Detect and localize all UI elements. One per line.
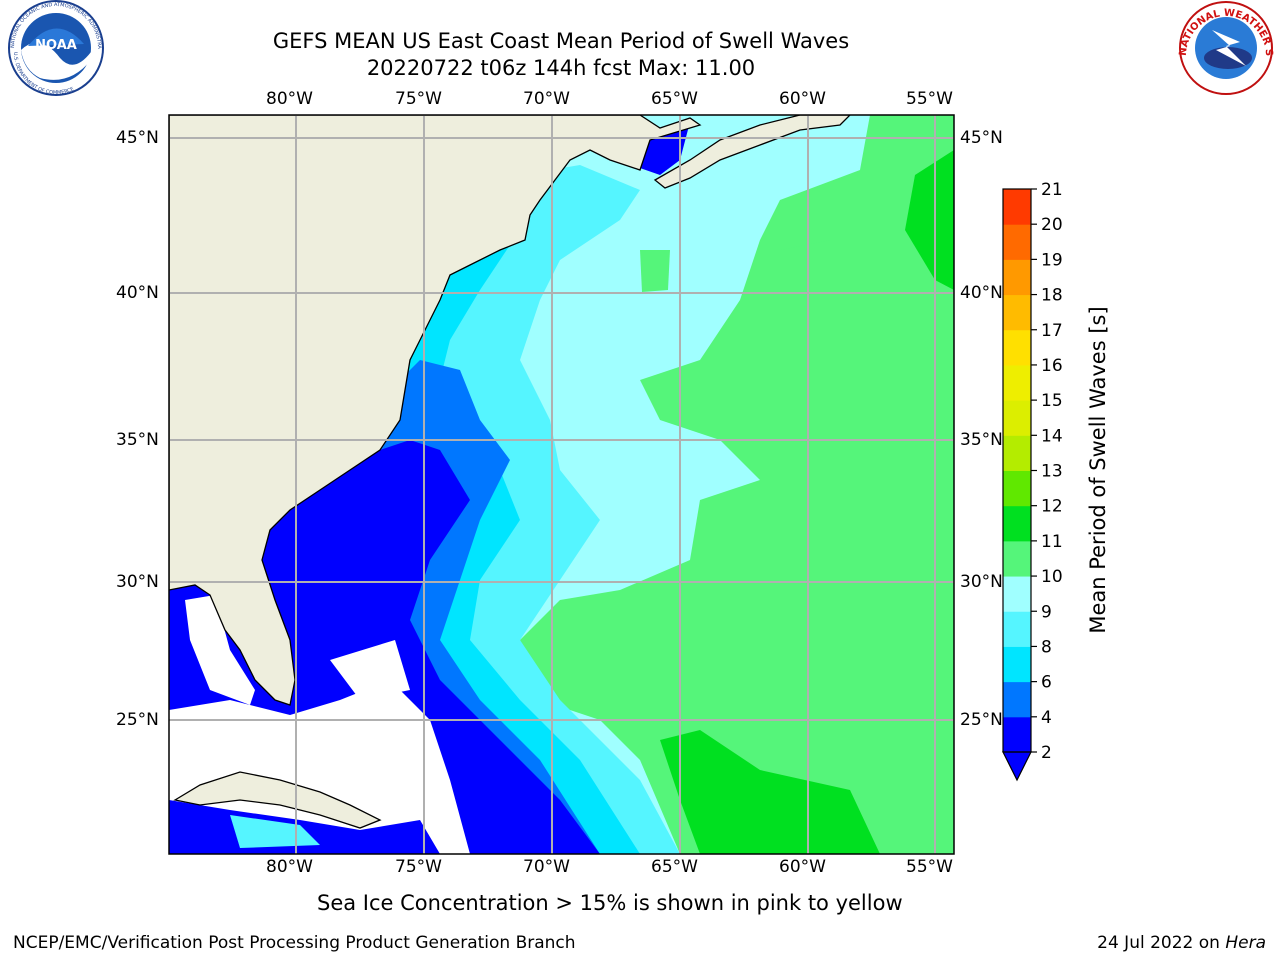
lon-label-top: 55°W [906, 89, 953, 109]
noaa-logo-text: NOAA [35, 38, 77, 53]
masked-caribbean [169, 680, 470, 854]
map-frame [168, 114, 955, 855]
lon-label-bottom: 60°W [779, 857, 826, 877]
lon-label-top: 60°W [779, 89, 826, 109]
colorbar-swatch [1003, 470, 1031, 507]
colorbar-swatch [1003, 716, 1031, 753]
colorbar-swatch [1003, 400, 1031, 436]
land-cuba [173, 771, 382, 829]
lon-label-top: 75°W [395, 89, 442, 109]
colorbar-tick-label: 9 [1041, 602, 1052, 622]
lat-label-right: 45°N [960, 128, 1003, 148]
colorbar-tick-label: 6 [1041, 673, 1052, 693]
colorbar-tick-label: 20 [1041, 215, 1063, 235]
swell-10-11-region [905, 150, 954, 290]
swell-9-10-region [520, 115, 954, 854]
colorbar-swatch [1003, 224, 1031, 260]
colorbar-swatch [1003, 611, 1031, 647]
colorbar-label: Mean Period of Swell Waves [s] [1086, 306, 1110, 634]
lon-label-bottom: 65°W [651, 857, 698, 877]
colorbar-tick-label: 21 [1041, 180, 1063, 200]
footer-date-text: 24 Jul 2022 on [1097, 933, 1226, 953]
lat-label-right: 35°N [960, 430, 1003, 450]
masked-gulf [185, 595, 255, 705]
colorbar-tick-label: 15 [1041, 391, 1063, 411]
nws-logo [1179, 1, 1273, 95]
colorbar-swatch [1003, 576, 1031, 612]
colorbar-swatch [1003, 435, 1031, 471]
graticule [169, 115, 954, 854]
page-title: GEFS MEAN US East Coast Mean Period of S… [272, 29, 850, 53]
land-nova-scotia [653, 115, 851, 189]
lon-label-bottom: 55°W [906, 857, 953, 877]
sea-ice-note: Sea Ice Concentration > 15% is shown in … [317, 891, 903, 915]
colorbar-tick-label: 12 [1041, 497, 1063, 517]
colorbar-swatch [1003, 505, 1031, 542]
lat-label-left: 35°N [116, 430, 159, 450]
footer-date: 24 Jul 2022 on Hera [1097, 933, 1266, 953]
swell-caribbean-cyan [230, 815, 320, 848]
lat-label-left: 45°N [116, 128, 159, 148]
lon-label-top: 65°W [651, 89, 698, 109]
colorbar-swatch [1003, 646, 1031, 683]
colorbar-tick-label: 18 [1041, 286, 1063, 306]
colorbar-swatch [1003, 364, 1031, 401]
lat-label-right: 40°N [960, 283, 1003, 303]
colorbar-tick-label: 13 [1041, 462, 1063, 482]
swell-6-8-band [380, 165, 680, 854]
swell-9-10-patch2 [780, 240, 850, 320]
colorbar-tick-label: 14 [1041, 426, 1063, 446]
lon-label-bottom: 70°W [523, 857, 570, 877]
lon-label-bottom: 80°W [266, 857, 313, 877]
colorbar-tick-label: 16 [1041, 356, 1063, 376]
colorbar-swatch [1003, 329, 1031, 366]
colorbar-ticks: 2 4 6 8 9 10 11 12 13 14 15 16 17 18 19 20 21 [1031, 180, 1063, 763]
footer-host: Hera [1225, 933, 1266, 953]
noaa-logo [8, 0, 104, 96]
colorbar-tick-label: 8 [1041, 637, 1052, 657]
masked-bahamas [330, 640, 410, 700]
lat-label-right: 25°N [960, 710, 1003, 730]
colorbar-tick-label: 11 [1041, 532, 1063, 552]
lat-label-left: 25°N [116, 710, 159, 730]
swell-caribbean-blue [169, 800, 440, 854]
lon-label-top: 70°W [523, 89, 570, 109]
page-subtitle: 20220722 t06z 144h fcst Max: 11.00 [366, 56, 756, 80]
colorbar-tick-label: 17 [1041, 321, 1063, 341]
colorbar-swatch [1003, 294, 1031, 331]
colorbar-tick-label: 2 [1041, 743, 1052, 763]
colorbar-swatch [1003, 189, 1031, 225]
lat-label-left: 40°N [116, 283, 159, 303]
swell-9-10-patch [640, 250, 670, 292]
footer-credit: NCEP/EMC/Verification Post Processing Pr… [13, 933, 576, 953]
swell-gulf-of-maine [630, 122, 690, 175]
lon-label-bottom: 75°W [395, 857, 442, 877]
lat-label-right: 30°N [960, 572, 1003, 592]
colorbar-tick-label: 19 [1041, 250, 1063, 270]
colorbar-tick-label: 10 [1041, 567, 1063, 587]
land-north-america [169, 115, 702, 706]
colorbar-swatch [1003, 681, 1031, 718]
colorbar-tick-label: 4 [1041, 708, 1052, 728]
colorbar-swatches [1003, 189, 1031, 753]
lat-label-left: 30°N [116, 572, 159, 592]
colorbar-extend-arrow [1002, 751, 1032, 782]
swell-10-11-south [660, 730, 880, 854]
colorbar-swatch [1003, 540, 1031, 577]
lon-label-top: 80°W [266, 89, 313, 109]
colorbar-swatch [1003, 259, 1031, 296]
